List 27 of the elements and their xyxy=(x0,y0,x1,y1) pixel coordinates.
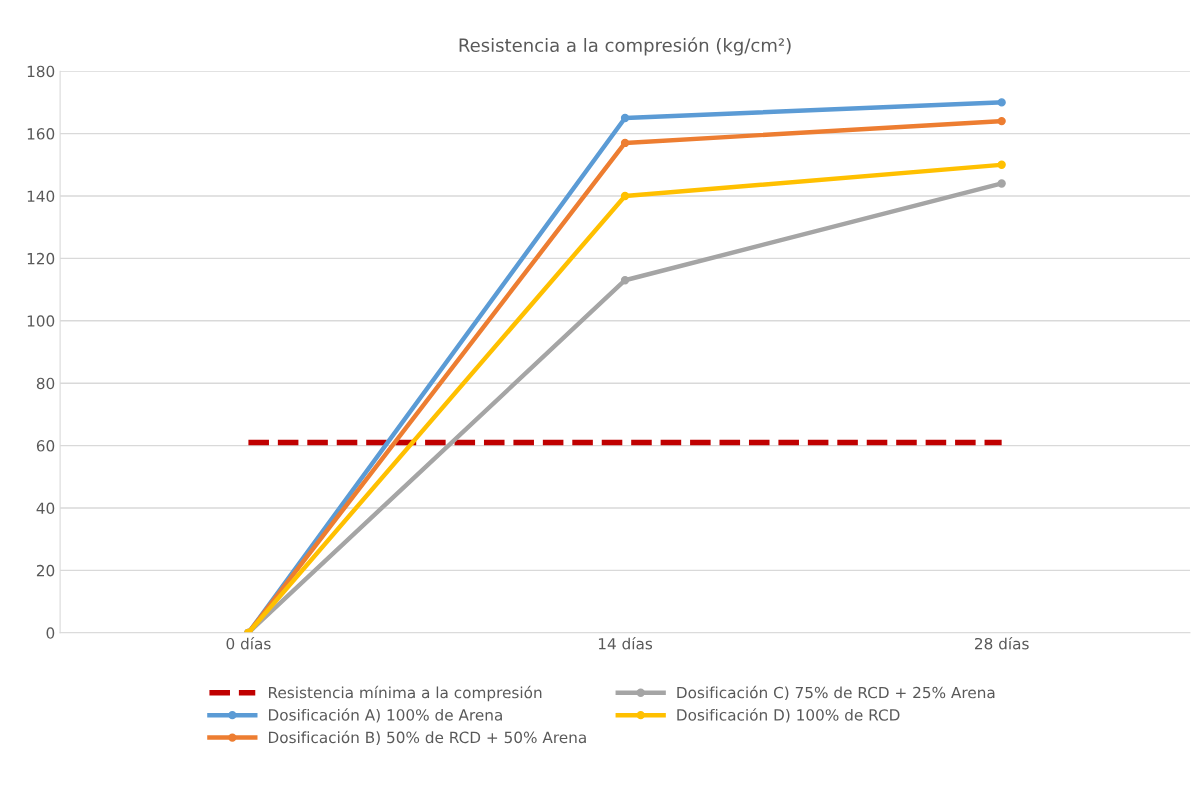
point xyxy=(620,191,630,201)
y-tick-label: 0 xyxy=(46,627,55,639)
y-tick-label: 140 xyxy=(27,190,55,203)
chart-title: Resistencia a la compresión (kg/cm²) xyxy=(459,37,791,56)
y-tick-label: 20 xyxy=(36,564,55,577)
x-tick-label: 28 días xyxy=(975,637,1029,650)
y-tick-label: 120 xyxy=(27,252,55,265)
legend-label: Dosificación D) 100% de RCD xyxy=(677,708,900,723)
point xyxy=(620,138,630,148)
point xyxy=(620,113,630,123)
x-tick-label: 0 días xyxy=(226,637,271,650)
point xyxy=(997,160,1006,169)
legend-label: Dosificación A) 100% de Arena xyxy=(268,708,502,723)
y-tick-label: 160 xyxy=(27,128,55,140)
y-tick-label: 60 xyxy=(36,440,55,452)
legend-label: Dosificación B) 50% de RCD + 50% Arena xyxy=(268,730,586,745)
point xyxy=(997,179,1006,188)
point xyxy=(997,98,1006,107)
legend-label: Dosificación C) 75% de RCD + 25% Arena xyxy=(677,685,995,701)
x-tick-label: 14 días xyxy=(598,637,653,650)
legend-label: Resistencia mínima a la compresión xyxy=(268,685,542,702)
y-tick-label: 180 xyxy=(27,65,55,78)
y-tick-label: 100 xyxy=(27,315,55,327)
point xyxy=(997,116,1006,126)
y-tick-label: 40 xyxy=(36,502,55,515)
point xyxy=(620,276,630,285)
y-tick-label: 80 xyxy=(36,377,55,390)
